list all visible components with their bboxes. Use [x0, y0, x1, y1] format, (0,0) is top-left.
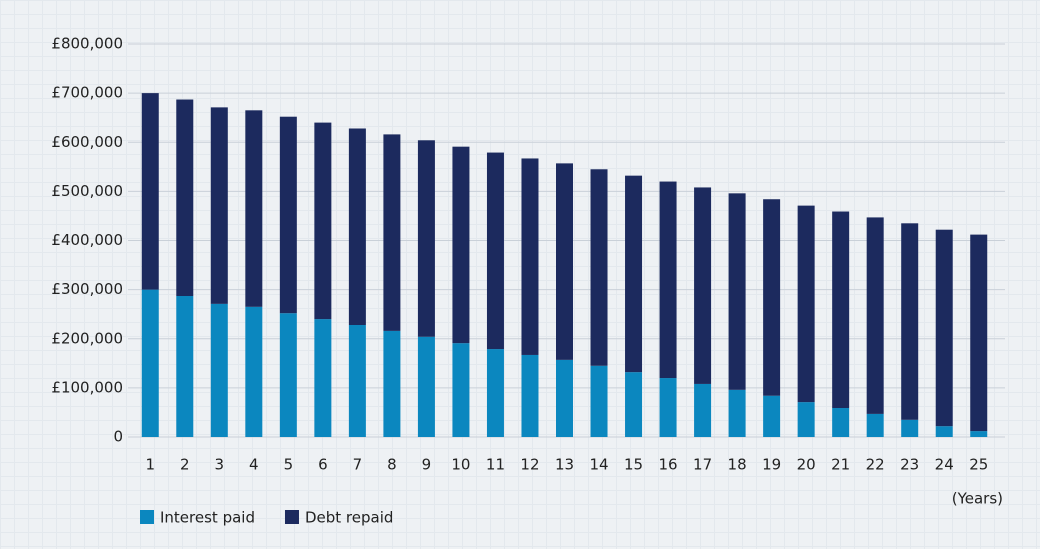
x-tick-label: 3 — [215, 456, 225, 474]
x-tick-label: 14 — [589, 456, 608, 474]
bar-segment — [625, 372, 643, 437]
x-tick-label: 4 — [249, 456, 259, 474]
x-tick-label: 18 — [728, 456, 747, 474]
x-axis-label: (Years) — [952, 490, 1003, 508]
bar-segment — [348, 324, 366, 437]
x-tick-label: 25 — [969, 456, 988, 474]
bar-segment — [452, 146, 470, 344]
y-tick-label: £800,000 — [51, 35, 123, 53]
bar-segment — [832, 408, 850, 437]
bar-segment — [590, 365, 608, 437]
legend-label: Interest paid — [160, 509, 255, 527]
bar-segment — [210, 303, 228, 437]
bar-segment — [452, 343, 470, 437]
bar-segment — [728, 389, 746, 437]
bar-segment — [625, 175, 643, 373]
legend-swatch — [140, 510, 154, 524]
bar-segment — [141, 93, 159, 290]
bar-segment — [763, 199, 781, 396]
bar-segment — [383, 134, 401, 331]
y-tick-label: £500,000 — [51, 182, 123, 200]
bar-segment — [556, 359, 573, 437]
bar-segment — [486, 349, 504, 437]
bar-segment — [348, 128, 366, 325]
x-tick-label: 9 — [422, 456, 432, 474]
bar-segment — [659, 378, 677, 437]
bar-segment — [314, 122, 332, 320]
bar-segment — [901, 223, 919, 420]
y-tick-label: £700,000 — [51, 84, 123, 102]
bar-segment — [728, 193, 746, 390]
bar-segment — [279, 313, 297, 437]
x-tick-label: 16 — [659, 456, 678, 474]
y-tick-label: 0 — [113, 428, 123, 446]
x-tick-label: 15 — [624, 456, 643, 474]
bar-segment — [970, 234, 988, 432]
x-tick-label: 24 — [935, 456, 954, 474]
x-tick-label: 17 — [693, 456, 712, 474]
x-tick-label: 19 — [762, 456, 781, 474]
bar-segment — [866, 413, 884, 437]
bar-segment — [141, 289, 159, 437]
bar-segment — [970, 431, 988, 437]
y-tick-label: £300,000 — [51, 280, 123, 298]
bar-segment — [797, 205, 815, 403]
x-tick-label: 21 — [831, 456, 850, 474]
x-tick-label: 23 — [900, 456, 919, 474]
bar-segment — [935, 229, 953, 427]
bar-segment — [486, 152, 504, 350]
bar-segment — [417, 336, 435, 437]
bar-segment — [694, 187, 712, 384]
x-tick-label: 1 — [145, 456, 155, 474]
bar-segment — [176, 99, 194, 297]
x-tick-label: 20 — [797, 456, 816, 474]
bar-segment — [763, 395, 781, 437]
x-tick-label: 12 — [520, 456, 539, 474]
x-tick-label: 5 — [284, 456, 294, 474]
y-tick-label: £100,000 — [51, 378, 123, 396]
bar-segment — [659, 181, 677, 379]
bar-segment — [245, 110, 263, 307]
bar-segment — [556, 163, 573, 360]
bar-segment — [383, 330, 401, 437]
bar-segment — [417, 140, 435, 337]
x-tick-label: 6 — [318, 456, 328, 474]
bar-segment — [521, 354, 539, 437]
bar-segment — [210, 107, 228, 304]
x-tick-label: 8 — [387, 456, 397, 474]
bar-segment — [694, 383, 712, 437]
bar-segment — [866, 217, 884, 414]
y-tick-label: £600,000 — [51, 133, 123, 151]
legend-swatch — [284, 510, 299, 524]
bar-segment — [245, 306, 263, 437]
y-tick-label: £200,000 — [51, 329, 123, 347]
x-tick-label: 10 — [451, 456, 470, 474]
x-tick-label: 13 — [555, 456, 574, 474]
bar-segment — [797, 402, 815, 437]
x-tick-label: 11 — [486, 456, 505, 474]
bar-segment — [521, 158, 539, 355]
x-tick-label: 22 — [866, 456, 885, 474]
bar-segment — [314, 319, 332, 437]
bar-segment — [901, 419, 919, 437]
bar-segment — [176, 296, 194, 437]
bar-segment — [590, 169, 608, 366]
bar-segment — [935, 426, 953, 437]
bar-segment — [279, 116, 297, 314]
bar-segment — [832, 211, 850, 409]
y-tick-label: £400,000 — [51, 231, 123, 249]
x-tick-label: 7 — [353, 456, 363, 474]
legend-label: Debt repaid — [305, 509, 393, 527]
x-tick-label: 2 — [180, 456, 190, 474]
